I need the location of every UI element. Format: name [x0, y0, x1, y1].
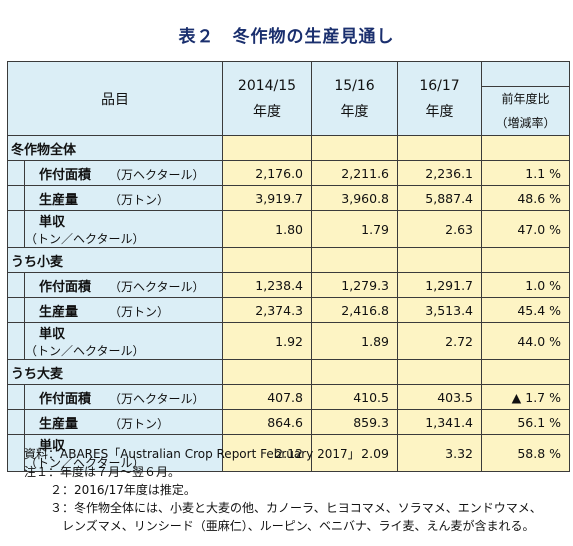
- note-2: ２：2016/17年度は推定。: [50, 483, 196, 497]
- row-label: 作付面積: [39, 167, 92, 183]
- table-row: 生産量 （万トン） 2,374.3 2,416.8 3,513.4 45.4 %: [7, 297, 570, 323]
- value-2014-15: 3,919.7: [222, 185, 312, 211]
- section-name: 冬作物全体: [7, 135, 223, 161]
- crop-forecast-table: 品目 2014/15 年度 15/16 年度 16/17 年度 前年度比 （増減…: [7, 61, 570, 472]
- value-2014-15: 1.80: [222, 210, 312, 248]
- page-title: 表２ 冬作物の生産見通し: [178, 27, 395, 47]
- value-change: 1.1 %: [481, 160, 570, 186]
- header-change-box: 前年度比 （増減率）: [481, 86, 570, 136]
- section-row: うち小麦: [7, 247, 570, 273]
- row-label: 単収: [39, 215, 66, 230]
- value-2014-15: 2,176.0: [222, 160, 312, 186]
- header-year-2014-15: 2014/15 年度: [222, 61, 312, 136]
- value-16-17: 3.32: [397, 434, 482, 472]
- table-row: 単収 （トン／ヘクタール） 2.12 2.09 3.32 58.8 %: [7, 434, 570, 472]
- value-16-17: 2.72: [397, 322, 482, 360]
- table-row: 作付面積 （万ヘクタール） 1,238.4 1,279.3 1,291.7 1.0…: [7, 272, 570, 298]
- value-16-17: 5,887.4: [397, 185, 482, 211]
- row-label: 生産量: [39, 416, 79, 432]
- value-16-17: 1,291.7: [397, 272, 482, 298]
- section-name: うち小麦: [7, 247, 223, 273]
- table-row: 生産量 （万トン） 3,919.7 3,960.8 5,887.4 48.6 %: [7, 185, 570, 211]
- row-unit: （万トン）: [109, 192, 170, 207]
- row-unit: （万ヘクタール）: [109, 167, 205, 182]
- header-change-label: 前年度比: [501, 92, 550, 106]
- table-row: 作付面積 （万ヘクタール） 2,176.0 2,211.6 2,236.1 1.1…: [7, 160, 570, 186]
- value-15-16: 410.5: [311, 384, 398, 410]
- row-label: 生産量: [39, 192, 79, 208]
- value-16-17: 1,341.4: [397, 409, 482, 435]
- header-year-sub: 年度: [340, 103, 369, 120]
- value-2014-15: 864.6: [222, 409, 312, 435]
- table-row: 単収 （トン／ヘクタール） 1.92 1.89 2.72 44.0 %: [7, 322, 570, 360]
- table-row: 生産量 （万トン） 864.6 859.3 1,341.4 56.1 %: [7, 409, 570, 435]
- header-year-16-17: 16/17 年度: [397, 61, 482, 136]
- header-year-label: 16/17: [419, 77, 460, 94]
- header-year-label: 2014/15: [237, 77, 297, 94]
- value-15-16: 1.79: [311, 210, 398, 248]
- note-1: 注１：年度は７月～翌６月。: [24, 465, 181, 479]
- row-unit: （万ヘクタール）: [109, 279, 205, 294]
- header-change: [481, 61, 570, 87]
- value-2014-15: 1.92: [222, 322, 312, 360]
- value-2014-15: 1,238.4: [222, 272, 312, 298]
- note-3: ３：冬作物全体には、小麦と大麦の他、カノーラ、ヒヨコマメ、ソラマメ、エンドウマメ…: [50, 501, 542, 515]
- row-label: 単収: [39, 327, 66, 342]
- value-change: 48.6 %: [481, 185, 570, 211]
- value-change: 56.1 %: [481, 409, 570, 435]
- value-change: 44.0 %: [481, 322, 570, 360]
- value-change: ▲ 1.7 %: [481, 384, 570, 410]
- row-unit: （トン／ヘクタール）: [25, 344, 145, 358]
- row-unit: （トン／ヘクタール）: [25, 456, 145, 470]
- header-year-label: 15/16: [334, 77, 375, 94]
- row-unit: （万トン）: [109, 416, 170, 431]
- value-15-16: 3,960.8: [311, 185, 398, 211]
- value-change: 45.4 %: [481, 297, 570, 323]
- header-change-sub: （増減率）: [495, 116, 556, 130]
- section-name: うち大麦: [7, 359, 223, 385]
- value-change: 1.0 %: [481, 272, 570, 298]
- header-row: 品目 2014/15 年度 15/16 年度 16/17 年度: [7, 61, 570, 136]
- header-year-15-16: 15/16 年度: [311, 61, 398, 136]
- row-label: 作付面積: [39, 391, 92, 407]
- row-unit: （万トン）: [109, 304, 170, 319]
- value-15-16: 1.89: [311, 322, 398, 360]
- value-15-16: 859.3: [311, 409, 398, 435]
- value-2014-15: 407.8: [222, 384, 312, 410]
- value-16-17: 3,513.4: [397, 297, 482, 323]
- row-unit: （トン／ヘクタール）: [25, 232, 145, 246]
- footnotes: 資料：ABARES「Australian Crop Report Februar…: [24, 445, 542, 535]
- table-row: 作付面積 （万ヘクタール） 407.8 410.5 403.5 ▲ 1.7 %: [7, 384, 570, 410]
- section-row: うち大麦: [7, 359, 570, 385]
- note-3-continued: レンズマメ、リンシード（亜麻仁）、ルーピン、ベニバナ、ライ麦、えん麦が含まれる。: [62, 519, 535, 533]
- table-row: 単収 （トン／ヘクタール） 1.80 1.79 2.63 47.0 %: [7, 210, 570, 248]
- header-year-sub: 年度: [425, 103, 454, 120]
- row-unit: （万ヘクタール）: [109, 391, 205, 406]
- row-label: 生産量: [39, 304, 79, 320]
- value-15-16: 1,279.3: [311, 272, 398, 298]
- value-2014-15: 2.12: [222, 434, 312, 472]
- value-15-16: 2,211.6: [311, 160, 398, 186]
- value-16-17: 2,236.1: [397, 160, 482, 186]
- value-change: 47.0 %: [481, 210, 570, 248]
- value-15-16: 2,416.8: [311, 297, 398, 323]
- section-row: 冬作物全体: [7, 135, 570, 161]
- row-label: 単収: [39, 439, 66, 454]
- value-15-16: 2.09: [311, 434, 398, 472]
- header-year-sub: 年度: [253, 103, 281, 120]
- header-item: 品目: [7, 61, 223, 136]
- value-16-17: 403.5: [397, 384, 482, 410]
- value-2014-15: 2,374.3: [222, 297, 312, 323]
- value-16-17: 2.63: [397, 210, 482, 248]
- source-note: 資料：ABARES「Australian Crop Report Februar…: [24, 447, 360, 461]
- value-change: 58.8 %: [481, 434, 570, 472]
- row-label: 作付面積: [39, 279, 92, 295]
